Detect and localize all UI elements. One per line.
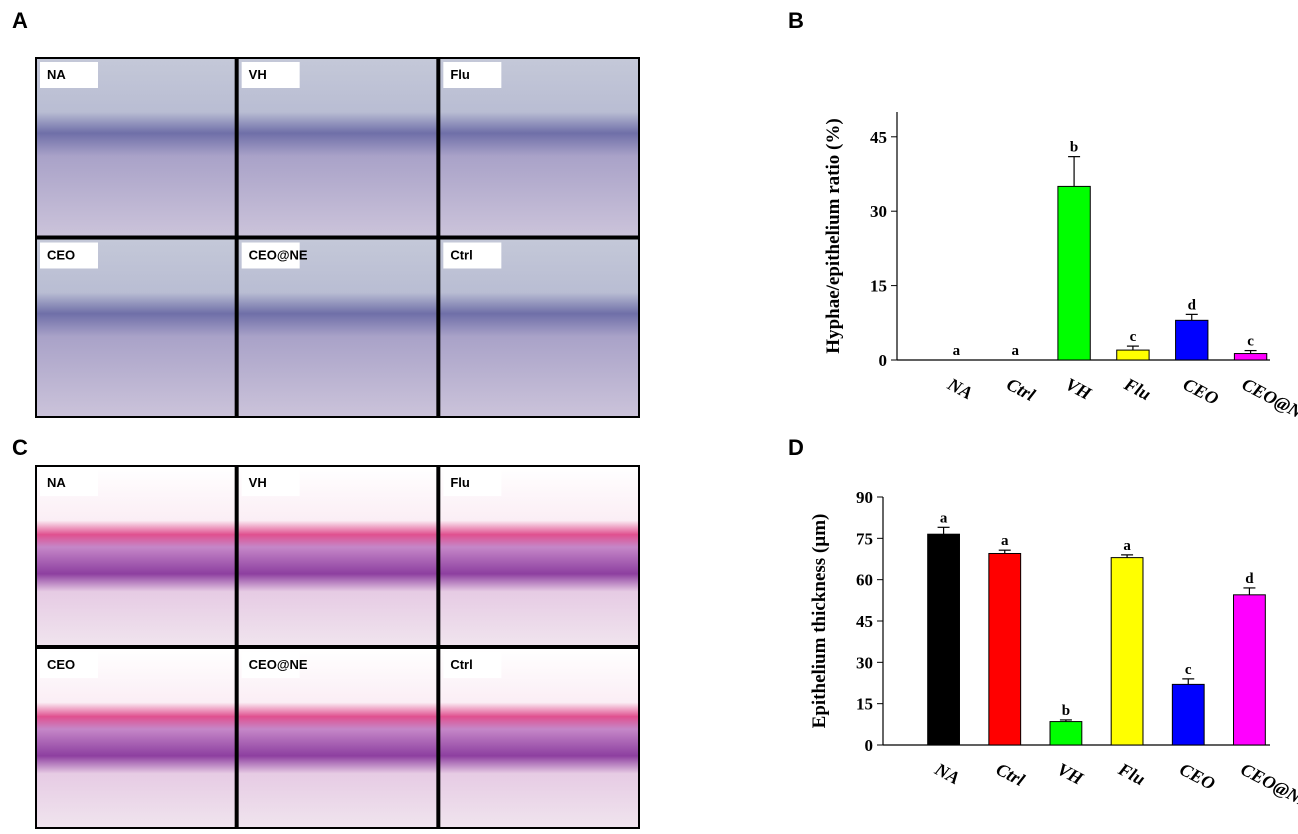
y-tick-label: 15 (856, 695, 873, 714)
y-tick-label: 45 (856, 612, 873, 631)
bar (1111, 558, 1143, 745)
bar (1058, 186, 1090, 360)
image-label: NA (47, 475, 66, 490)
bar (1234, 595, 1266, 745)
x-tick-label: VH (1062, 374, 1095, 404)
y-tick-label: 90 (856, 488, 873, 507)
image-label: Flu (450, 475, 470, 490)
significance-label: b (1070, 140, 1078, 156)
significance-label: a (953, 343, 961, 359)
x-tick-label: VH (1054, 759, 1087, 789)
x-tick-label: NA (931, 758, 963, 788)
image-label: VH (249, 67, 267, 82)
x-tick-label: CEO@NE (1239, 374, 1298, 428)
significance-label: b (1062, 703, 1070, 719)
significance-label: a (940, 510, 948, 526)
x-tick-label: CEO (1180, 374, 1222, 409)
y-tick-label: 75 (856, 529, 873, 548)
x-tick-label: CEO@NE (1238, 759, 1298, 813)
image-label: CEO (47, 657, 75, 672)
panel-label: A (12, 8, 28, 33)
panel-label: C (12, 435, 28, 460)
y-tick-label: 0 (865, 736, 874, 755)
bar (1176, 320, 1208, 360)
significance-label: d (1188, 297, 1197, 313)
significance-label: c (1247, 334, 1254, 350)
panel-label: D (788, 435, 804, 460)
y-tick-label: 30 (856, 653, 873, 672)
image-label: Flu (450, 67, 470, 82)
bar (989, 553, 1021, 745)
x-tick-label: Ctrl (1003, 374, 1038, 405)
y-tick-label: 60 (856, 571, 873, 590)
x-tick-label: Flu (1114, 758, 1148, 789)
figure: A NA VH Flu CEO CEO@NE Ctrl B C NA VH Flu CEO CEO@NE C… (0, 0, 1298, 829)
y-tick-label: 15 (870, 277, 887, 296)
y-tick-label: 0 (879, 351, 888, 370)
x-tick-label: CEO (1176, 759, 1218, 794)
image-label: NA (47, 67, 66, 82)
significance-label: a (1123, 538, 1131, 554)
x-tick-label: NA (944, 373, 976, 403)
significance-label: c (1130, 329, 1137, 345)
significance-label: a (1001, 533, 1009, 549)
image-label: CEO (47, 248, 75, 263)
y-axis-label: Hyphae/epithelium ratio (%) (823, 118, 844, 353)
bar (1234, 354, 1266, 360)
bar (1050, 722, 1082, 745)
y-tick-label: 30 (870, 202, 887, 221)
image-label: Ctrl (450, 657, 472, 672)
bar (1117, 350, 1149, 360)
significance-label: a (1012, 343, 1020, 359)
x-tick-label: Flu (1120, 373, 1154, 404)
significance-label: d (1245, 571, 1254, 587)
image-label: CEO@NE (249, 248, 308, 263)
y-axis-label: Epithelium thickness (µm) (809, 514, 830, 729)
image-label: CEO@NE (249, 657, 308, 672)
bar (1172, 684, 1204, 745)
image-label: VH (249, 475, 267, 490)
image-label: Ctrl (450, 248, 472, 263)
significance-label: c (1185, 662, 1192, 678)
x-tick-label: Ctrl (993, 759, 1028, 790)
panel-label: B (788, 8, 804, 33)
bar (928, 534, 960, 745)
y-tick-label: 45 (870, 128, 887, 147)
